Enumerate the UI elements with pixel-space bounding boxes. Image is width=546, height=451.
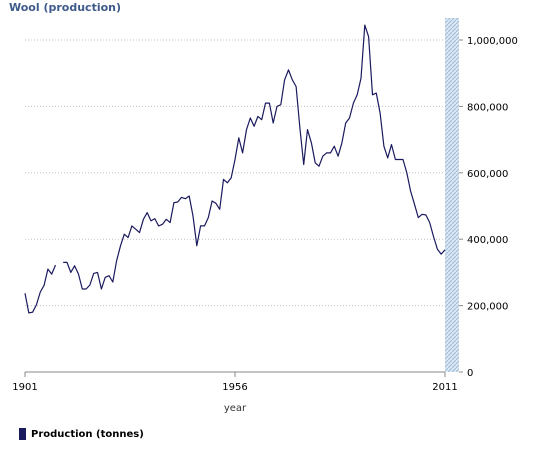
y-tick-label: 200,000 bbox=[467, 302, 508, 313]
legend-swatch bbox=[19, 428, 26, 440]
x-tick-label: 2011 bbox=[432, 382, 457, 393]
x-tick-label: 1901 bbox=[12, 382, 37, 393]
x-tick-label: 1956 bbox=[222, 382, 247, 393]
y-axis-band bbox=[445, 18, 459, 372]
series-line bbox=[63, 24, 446, 290]
y-tick-label: 600,000 bbox=[467, 169, 508, 180]
series-line bbox=[24, 264, 57, 314]
y-tick-label: 800,000 bbox=[467, 102, 508, 113]
axis-ticks: 0 200,000 400,000 600,000 800,000 1,000,000 19… bbox=[12, 36, 518, 393]
x-axis-title: year bbox=[224, 403, 247, 414]
chart-title: Wool (production) bbox=[9, 1, 122, 14]
legend: Production (tonnes) bbox=[19, 428, 144, 440]
y-tick-label: 0 bbox=[467, 368, 473, 379]
gridlines bbox=[25, 39, 445, 307]
series-layer bbox=[24, 24, 446, 314]
y-tick-label: 1,000,000 bbox=[467, 36, 518, 47]
y-tick-label: 400,000 bbox=[467, 235, 508, 246]
legend-label: Production (tonnes) bbox=[31, 428, 144, 440]
